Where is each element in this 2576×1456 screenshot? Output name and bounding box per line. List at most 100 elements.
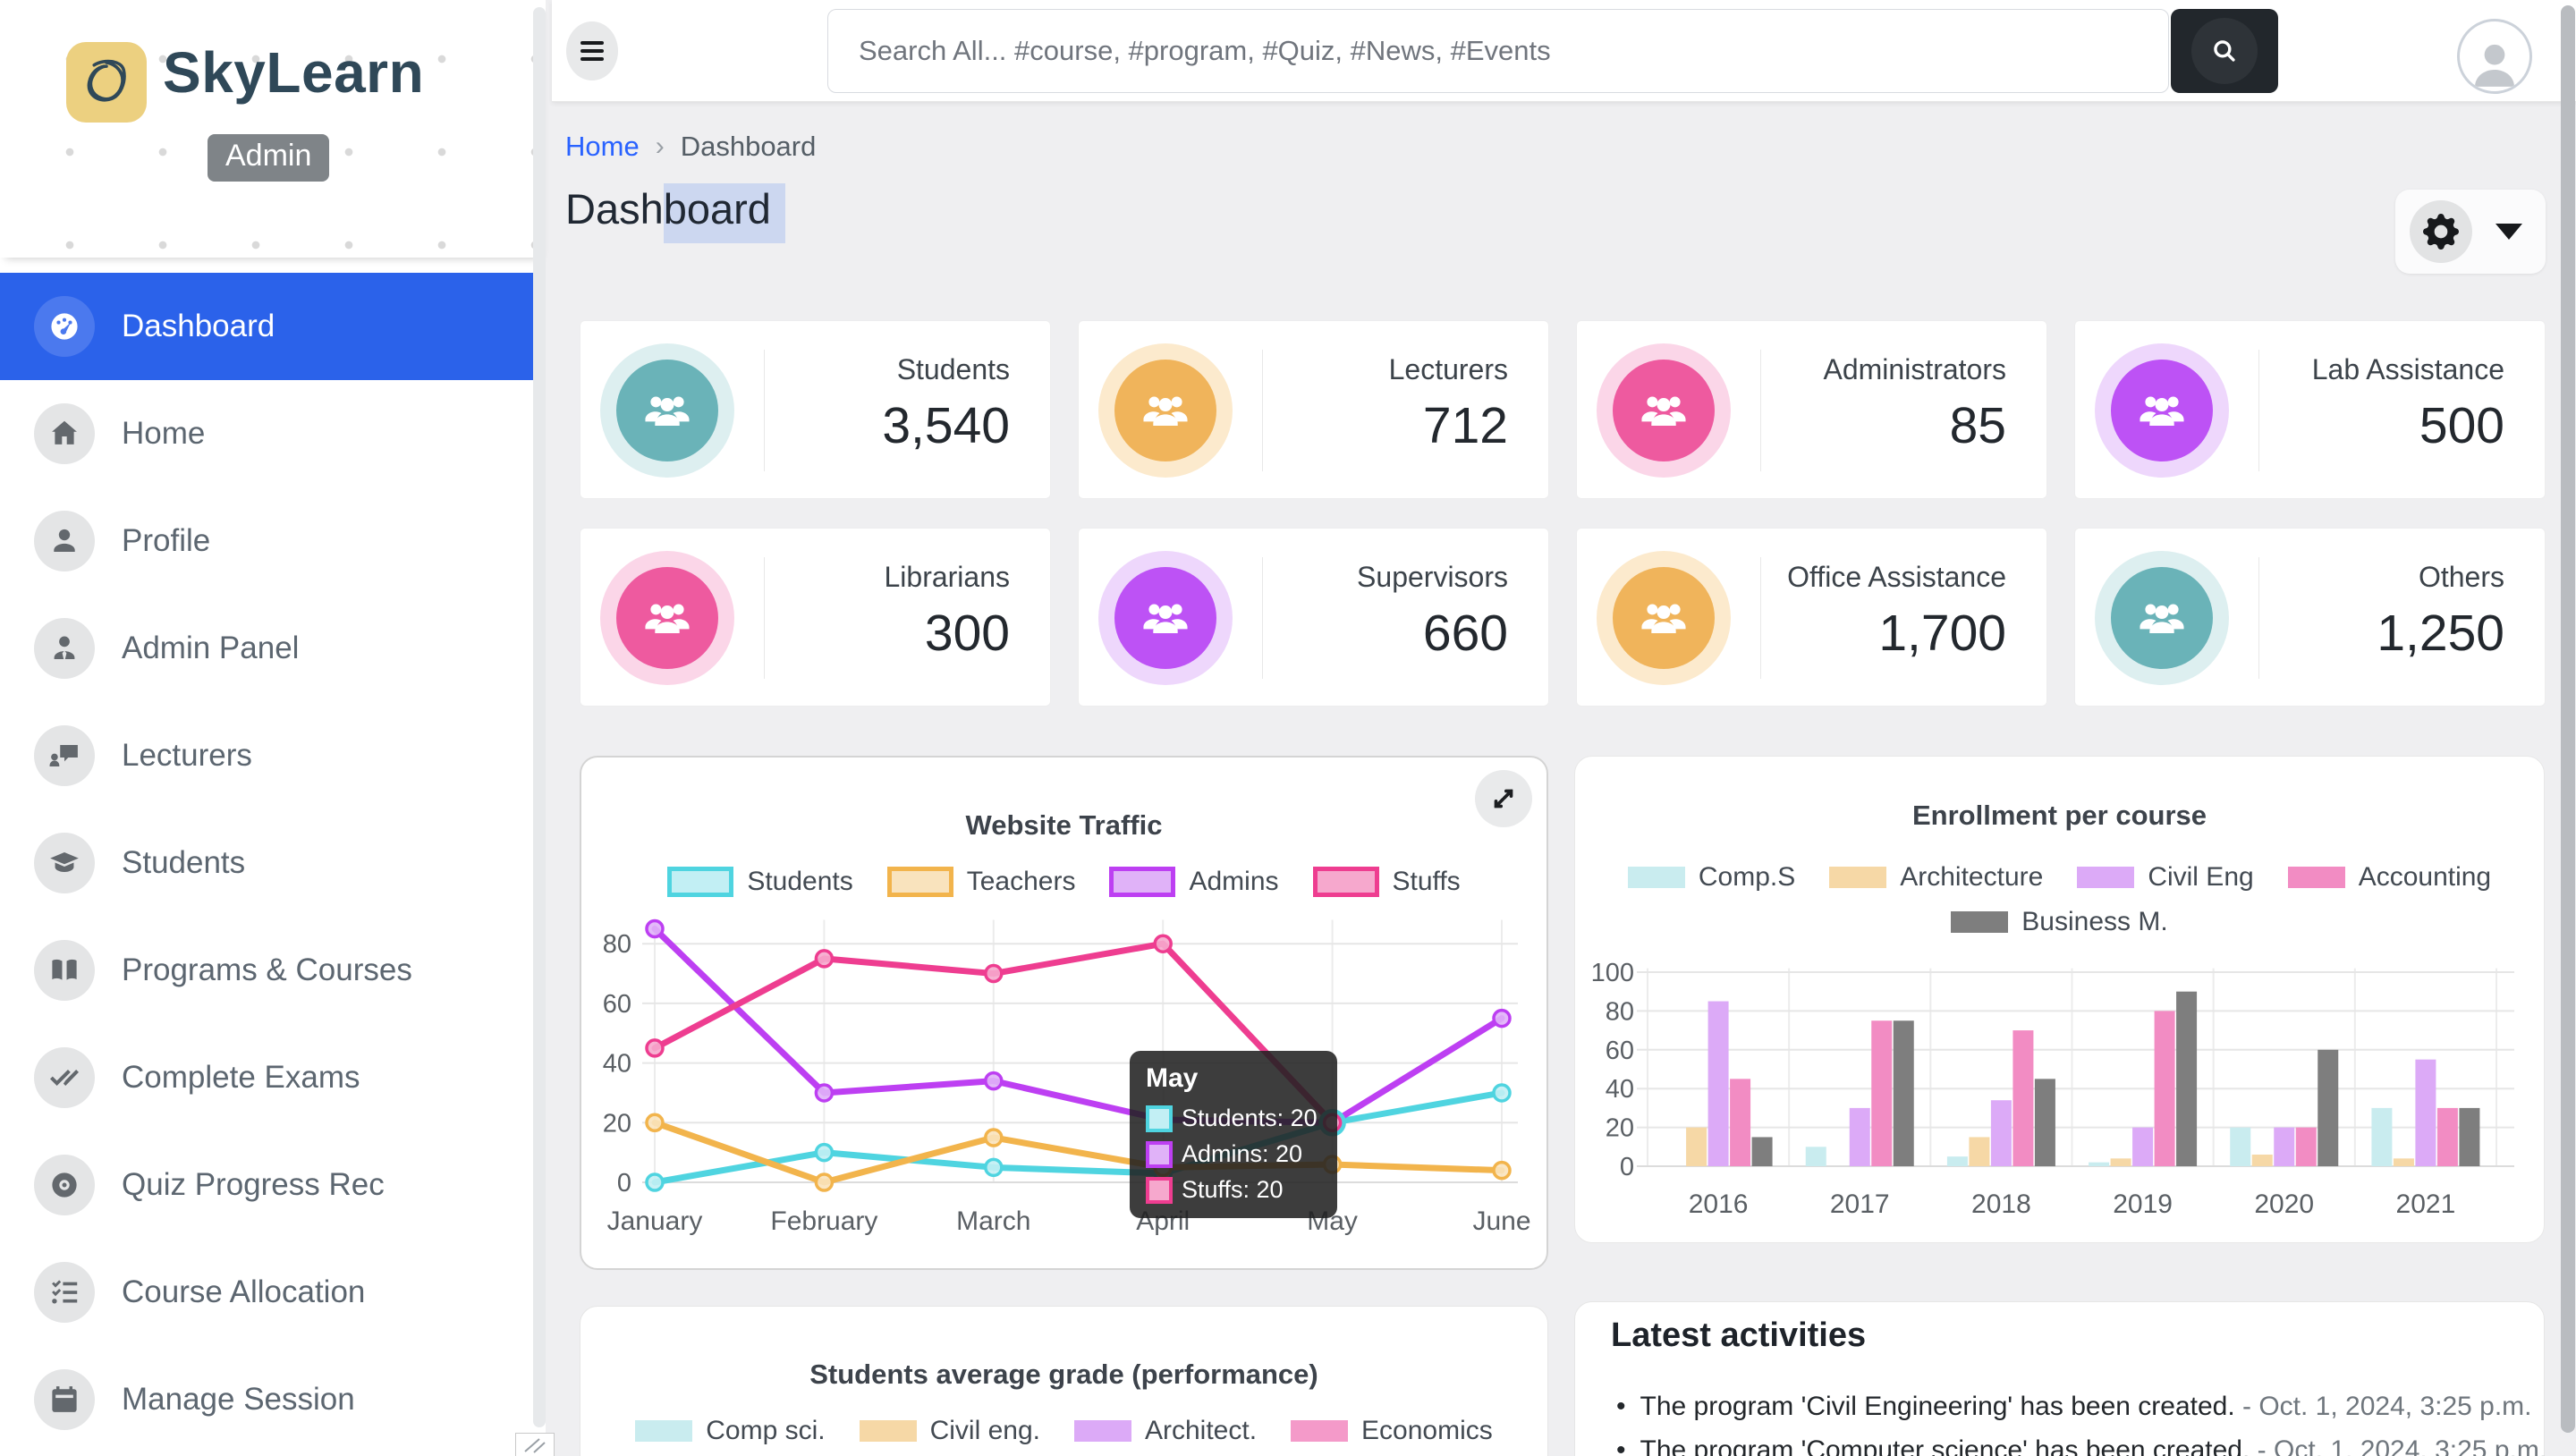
stat-label: Administrators <box>1823 353 2007 385</box>
stat-divider <box>1760 557 1761 679</box>
legend-label: Comp sci. <box>706 1416 826 1445</box>
traffic-legend: Students Teachers Admins Stuffs <box>581 867 1546 897</box>
legend-item-economics[interactable]: Economics <box>1291 1416 1493 1446</box>
gauge-icon <box>34 296 95 357</box>
main-scrollbar[interactable] <box>2561 5 2575 1433</box>
stat-label: Office Assistance <box>1787 561 2006 593</box>
book-icon <box>34 940 95 1001</box>
tooltip-swatch <box>1146 1105 1173 1132</box>
svg-text:0: 0 <box>1620 1153 1634 1181</box>
legend-item-students[interactable]: Students <box>667 867 853 897</box>
legend-label: Teachers <box>966 867 1076 896</box>
legend-item-architect[interactable]: Architect. <box>1073 1416 1257 1446</box>
sidebar-item-label: Lecturers <box>122 738 252 773</box>
brand-area: SkyLearn Admin <box>0 0 546 258</box>
sidebar-resize-handle[interactable] <box>515 1433 555 1456</box>
legend-swatch <box>1627 867 1685 888</box>
stat-divider <box>764 350 765 471</box>
sidebar-item-profile[interactable]: Profile <box>0 487 546 595</box>
sidebar-item-label: Course Allocation <box>122 1274 366 1309</box>
legend-item-architecture[interactable]: Architecture <box>1829 862 2043 893</box>
chevron-down-icon <box>2496 224 2522 240</box>
expand-icon[interactable] <box>1475 770 1532 827</box>
sidebar-item-manage-session[interactable]: Manage Session <box>0 1346 546 1453</box>
sidebar-item-quiz-progress-rec[interactable]: Quiz Progress Rec <box>0 1131 546 1239</box>
sidebar-item-programs-courses[interactable]: Programs & Courses <box>0 917 546 1024</box>
activity-text: The program 'Computer science' has been … <box>1640 1435 2258 1456</box>
search-input[interactable] <box>827 9 2169 93</box>
legend-item-stuffs[interactable]: Stuffs <box>1312 867 1461 897</box>
legend-label: Civil Eng <box>2148 862 2254 892</box>
breadcrumb-home-link[interactable]: Home <box>565 131 640 162</box>
stat-value: 660 <box>1422 605 1508 662</box>
legend-label: Stuffs <box>1392 867 1461 896</box>
svg-text:100: 100 <box>1591 959 1634 987</box>
tooltip-swatch <box>1146 1176 1173 1204</box>
legend-label: Economics <box>1361 1416 1493 1445</box>
stat-icon-halo <box>600 343 734 478</box>
hamburger-menu-button[interactable] <box>566 21 618 80</box>
activity-text: The program 'Civil Engineering' has been… <box>1640 1392 2243 1421</box>
sidebar-item-label: Home <box>122 416 206 451</box>
activities-list: • The program 'Civil Engineering' has bee… <box>1616 1392 2546 1456</box>
brand-name: SkyLearn <box>163 40 425 105</box>
chart-title: Website Traffic <box>965 809 1163 841</box>
stat-value: 300 <box>924 605 1010 662</box>
stat-divider <box>2258 350 2259 471</box>
sidebar-item-admin-panel[interactable]: Admin Panel <box>0 595 546 702</box>
sidebar-item-label: Dashboard <box>122 309 275 343</box>
legend-swatch <box>1312 867 1379 897</box>
legend-item-comp-sci[interactable]: Comp sci. <box>635 1416 826 1446</box>
legend-item-accounting[interactable]: Accounting <box>2287 862 2491 893</box>
sidebar-item-lecturers[interactable]: Lecturers <box>0 702 546 809</box>
legend-swatch <box>1829 867 1887 888</box>
people-icon <box>1613 360 1715 461</box>
settings-dropdown-button[interactable] <box>2395 190 2546 274</box>
enrollment-legend-row1: Comp.S Architecture Civil Eng Accounting <box>1575 862 2544 893</box>
stat-card-administrators: Administrators 85 <box>1576 320 2047 499</box>
sidebar-item-students[interactable]: Students <box>0 809 546 917</box>
legend-item-comp-s[interactable]: Comp.S <box>1627 862 1795 893</box>
search-button[interactable] <box>2171 9 2278 93</box>
user-avatar[interactable] <box>2457 19 2532 94</box>
legend-item-admins[interactable]: Admins <box>1109 867 1279 897</box>
legend-item-civil-eng[interactable]: Civil eng. <box>859 1416 1040 1446</box>
legend-label: Architecture <box>1900 862 2044 892</box>
person-icon <box>2475 44 2514 87</box>
sidebar-item-home[interactable]: Home <box>0 380 546 487</box>
sidebar-item-label: Quiz Progress Rec <box>122 1167 385 1202</box>
stat-card-office-assistance: Office Assistance 1,700 <box>1576 528 2047 707</box>
tooltip-row: Students: 20 <box>1146 1105 1321 1132</box>
tooltip-text: Stuffs: 20 <box>1182 1176 1284 1203</box>
sidebar-item-complete-exams[interactable]: Complete Exams <box>0 1024 546 1131</box>
bullet: • <box>1616 1392 1626 1421</box>
legend-item-civil-eng[interactable]: Civil Eng <box>2077 862 2254 893</box>
sidebar-item-course-allocation[interactable]: Course Allocation <box>0 1239 546 1346</box>
average-grade-card: Students average grade (performance) Com… <box>580 1306 1548 1456</box>
activity-item: • The program 'Computer science' has been… <box>1616 1435 2546 1456</box>
enrollment-card: Enrollment per course Comp.S Architecture… <box>1574 756 2545 1243</box>
stat-value: 1,700 <box>1878 605 2006 662</box>
sidebar-scrollbar[interactable] <box>533 7 546 1427</box>
breadcrumb-current: Dashboard <box>680 131 817 162</box>
legend-item-teachers[interactable]: Teachers <box>886 867 1076 897</box>
sidebar-item-dashboard[interactable]: Dashboard <box>0 273 546 380</box>
stat-divider <box>1262 350 1263 471</box>
stat-icon-halo <box>2095 343 2229 478</box>
people-icon <box>616 360 718 461</box>
tooltip-text: Admins: 20 <box>1182 1140 1303 1167</box>
stat-card-lab-assistance: Lab Assistance 500 <box>2074 320 2546 499</box>
activity-time: - Oct. 1, 2024, 3:25 p.m. <box>2257 1435 2547 1456</box>
stat-value: 500 <box>2419 397 2504 454</box>
tooltip-title: May <box>1146 1063 1199 1093</box>
stat-icon-halo <box>1597 551 1731 685</box>
legend-item-business-m[interactable]: Business M. <box>1951 907 2168 937</box>
stat-divider <box>764 557 765 679</box>
bar-chart: 0 20 40 60 80 100 2016 2017 2018 2019 2020 2021 <box>1591 959 2514 1219</box>
sidebar-item-label: Students <box>122 845 246 880</box>
chart-tooltip: May Students: 20 Admins: 20 Stuffs: 20 <box>1130 1051 1337 1218</box>
people-icon <box>616 567 718 669</box>
people-icon <box>1114 360 1216 461</box>
legend-swatch <box>667 867 734 897</box>
sidebar: SkyLearn Admin Dashboard Home Profile Admin… <box>0 0 555 1456</box>
